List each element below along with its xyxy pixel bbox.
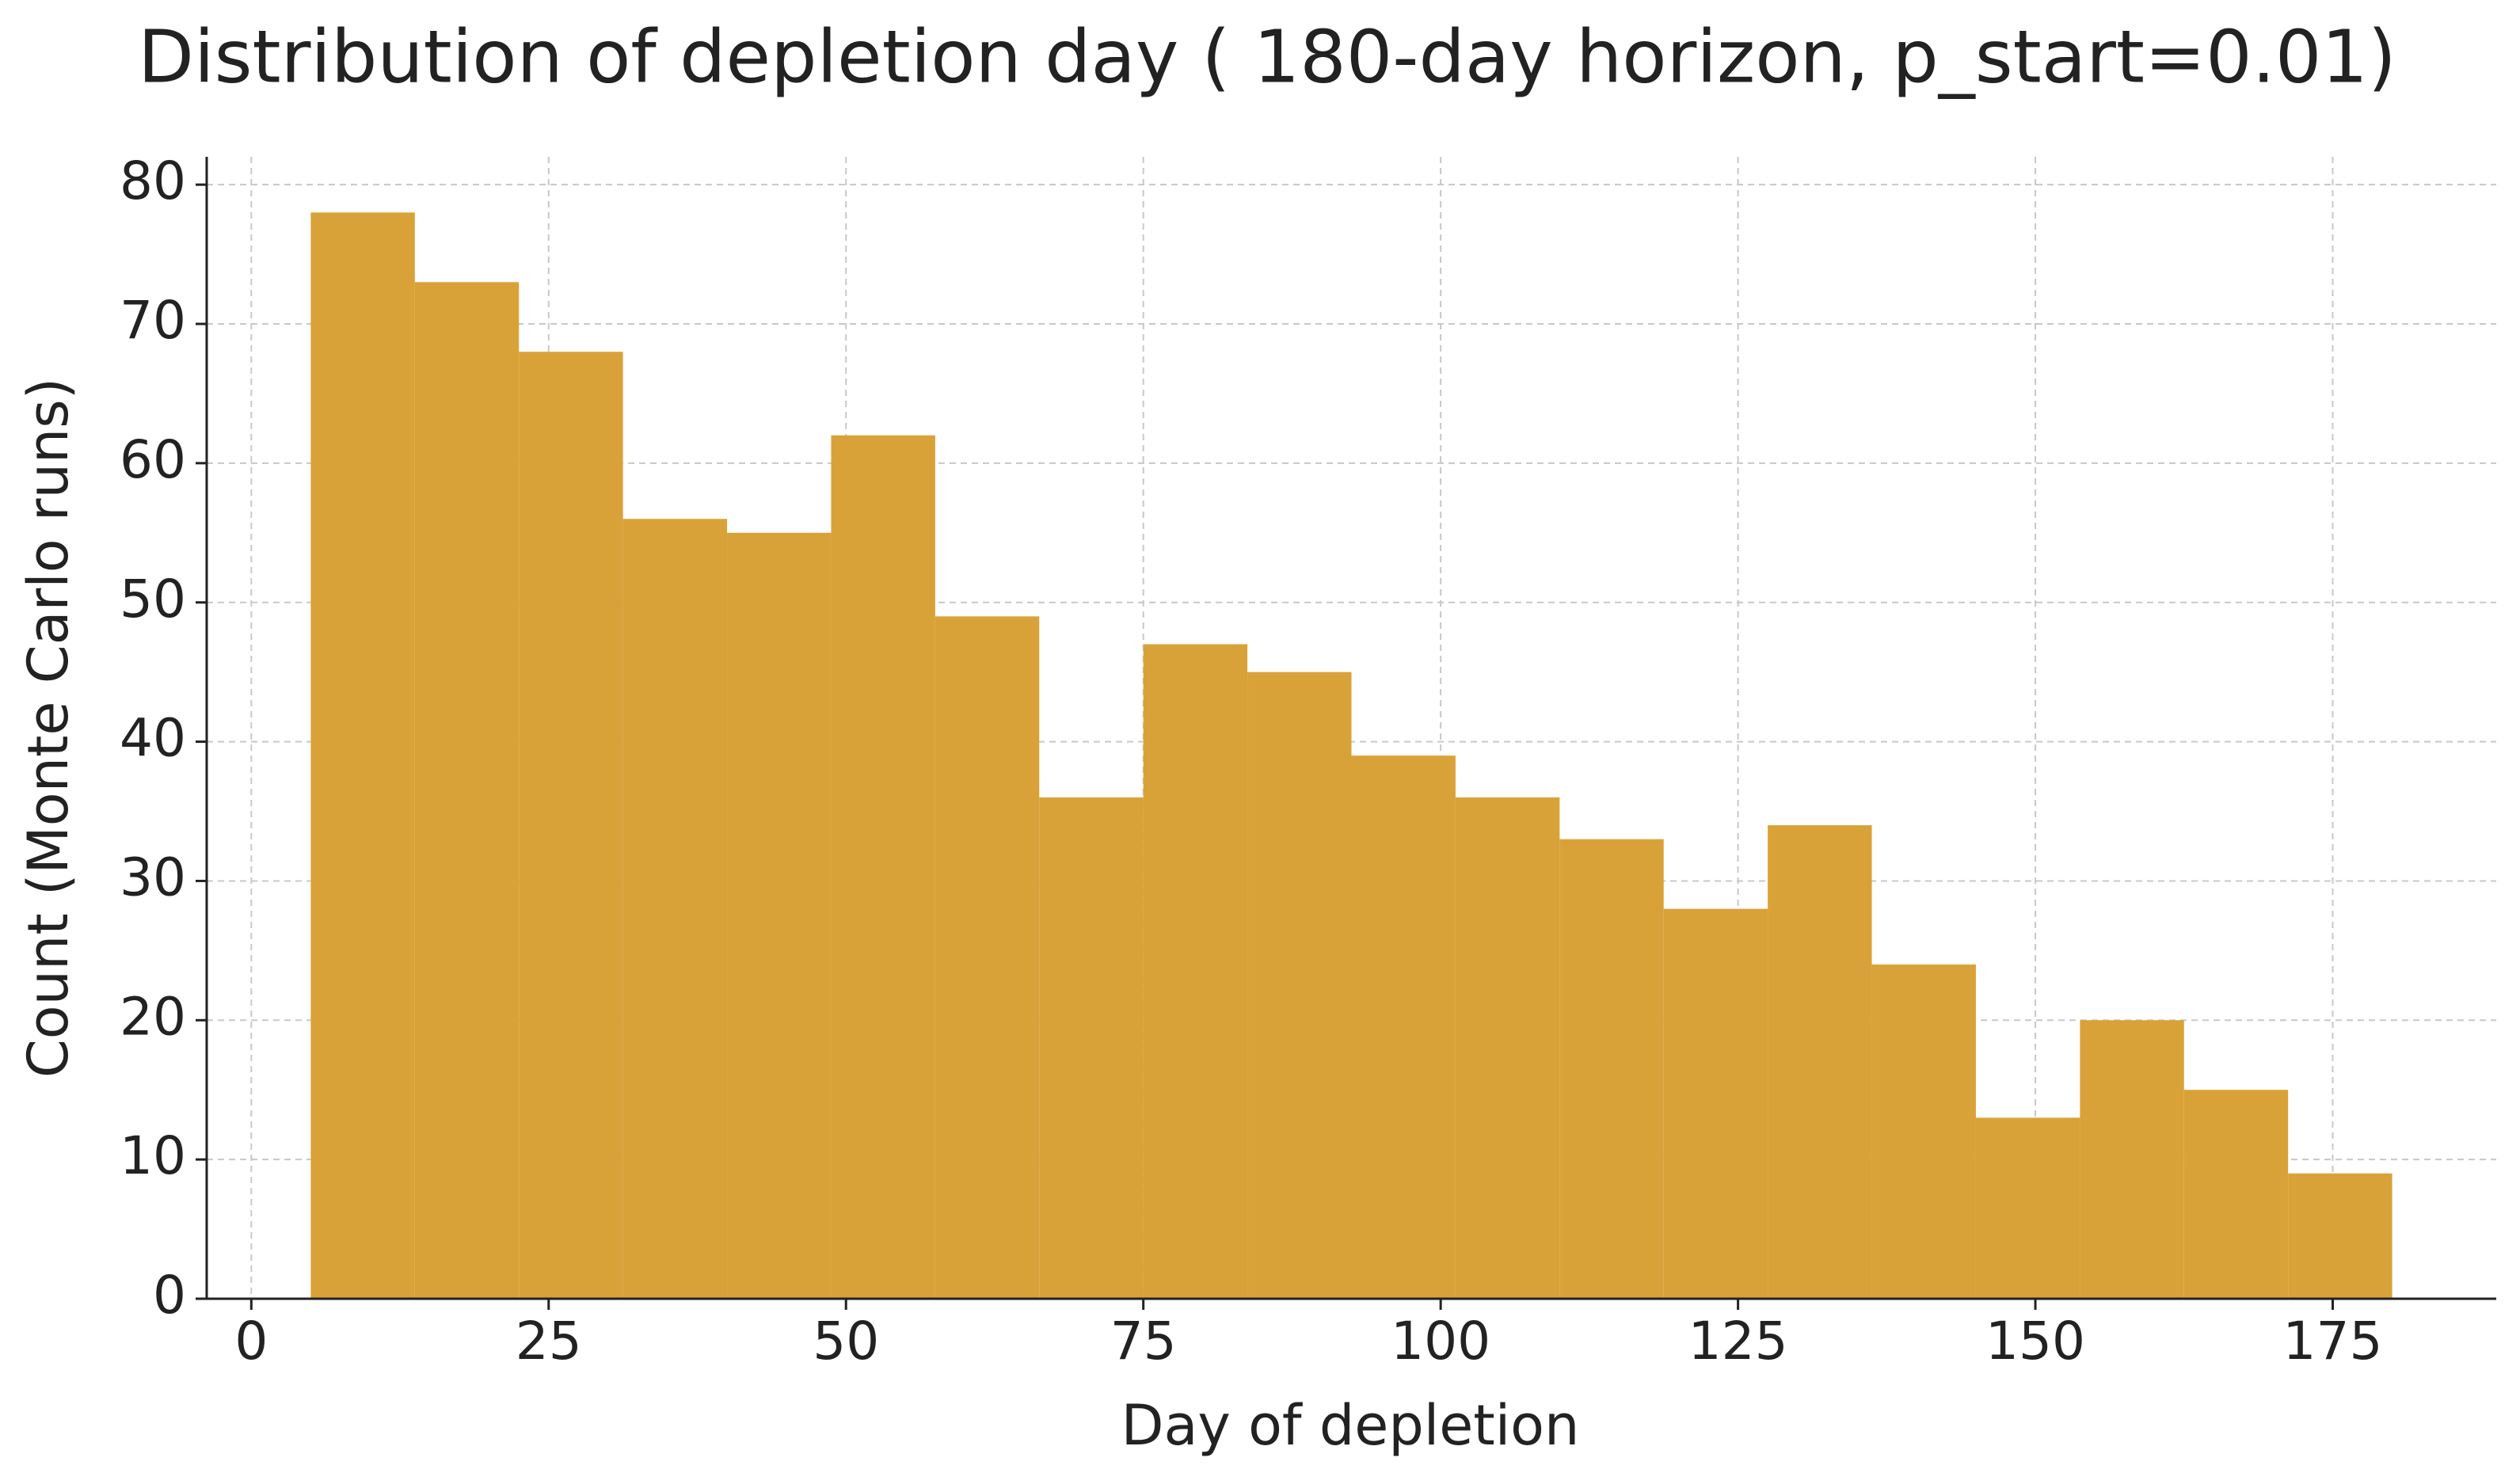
bar <box>1975 1117 2080 1299</box>
x-tick-label: 125 <box>1688 1311 1788 1372</box>
y-tick-label: 40 <box>120 708 186 769</box>
x-tick-label: 75 <box>1110 1311 1177 1372</box>
y-tick-label: 0 <box>153 1265 186 1326</box>
bar <box>622 519 728 1299</box>
bar <box>414 282 520 1299</box>
y-axis-label: Count (Monte Carlo runs) <box>16 378 81 1078</box>
y-tick-label: 50 <box>120 569 186 630</box>
bar <box>1039 797 1144 1299</box>
bar <box>1663 908 1768 1299</box>
x-tick-label: 25 <box>516 1311 582 1372</box>
bar <box>935 616 1040 1299</box>
x-tick-label: 0 <box>234 1311 268 1372</box>
bar <box>727 532 832 1299</box>
x-axis-label: Day of depletion <box>1121 1393 1580 1458</box>
y-tick-label: 70 <box>120 290 186 351</box>
x-tick-label: 150 <box>1985 1311 2085 1372</box>
bar <box>831 435 935 1300</box>
bar <box>1143 644 1248 1299</box>
x-tick-label: 50 <box>813 1311 879 1372</box>
bar <box>1559 839 1664 1299</box>
bar <box>2183 1090 2289 1299</box>
y-tick-label: 80 <box>120 150 186 211</box>
bar <box>519 352 623 1300</box>
bar <box>310 212 415 1300</box>
x-tick-label: 175 <box>2283 1311 2383 1372</box>
chart-title: Distribution of depletion day ( 180-day … <box>138 14 2396 99</box>
bar <box>2080 1020 2184 1299</box>
y-tick-label: 60 <box>120 429 186 490</box>
y-tick-label: 10 <box>120 1125 186 1186</box>
y-tick-label: 20 <box>120 986 186 1047</box>
bar <box>1247 672 1352 1299</box>
y-tick-label: 30 <box>120 847 186 908</box>
bar <box>2288 1173 2392 1299</box>
bar <box>1871 964 1976 1299</box>
x-tick-label: 100 <box>1391 1311 1490 1372</box>
bar <box>1351 755 1456 1299</box>
bar <box>1455 797 1560 1299</box>
bar <box>1768 825 1872 1299</box>
